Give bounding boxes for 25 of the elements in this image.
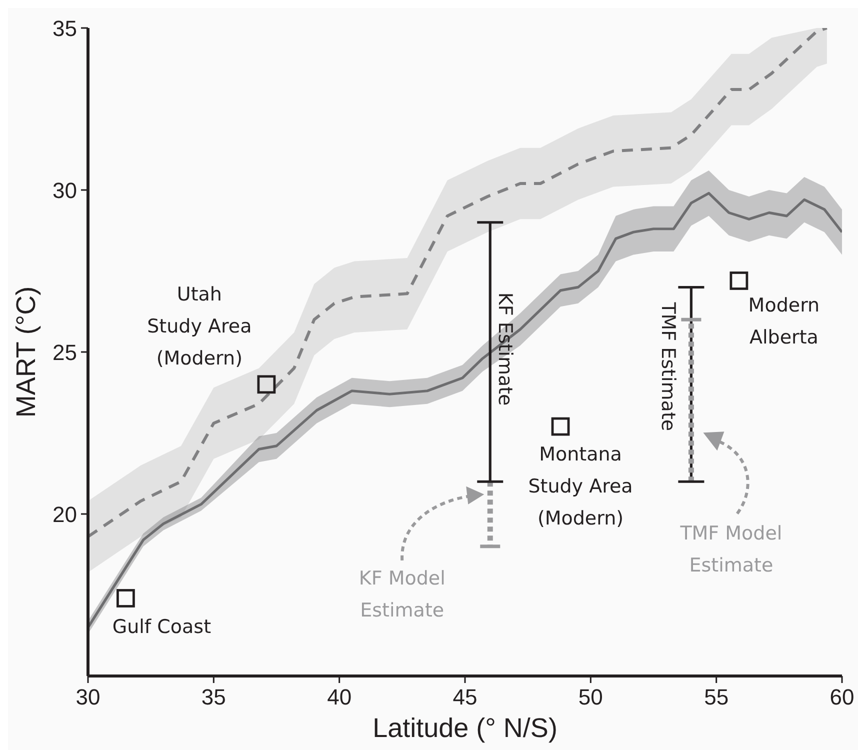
x-tick-label: 35	[201, 684, 226, 710]
x-tick-label: 40	[327, 684, 352, 710]
text: TMF Estimate	[657, 301, 680, 432]
y-tick-label: 20	[52, 502, 77, 527]
x-axis-title: Latitude (° N/S)	[372, 713, 558, 743]
point	[551, 417, 570, 436]
y-tick-label: 35	[52, 16, 77, 41]
legend-label: Montana Study Area (Modern)	[528, 444, 633, 530]
y-axis-title: MART (°C)	[11, 286, 41, 418]
x-tick-label: 45	[452, 684, 478, 710]
point	[116, 589, 135, 608]
text: KF Model Estimate	[358, 567, 446, 622]
x-tick-label: 50	[578, 684, 603, 710]
point	[257, 375, 276, 394]
x-tick-label: 60	[830, 684, 854, 710]
series-label: Modern Alberta	[748, 294, 820, 349]
y-tick-label: 30	[52, 178, 77, 203]
x-tick-label: 30	[76, 684, 100, 710]
text: TMF Model Estimate	[679, 522, 782, 577]
y-tick-label: 25	[52, 340, 77, 365]
point	[730, 272, 748, 290]
series-label: Utah Study Area (Modern)	[147, 283, 252, 370]
x-tick-label: 55	[704, 684, 729, 710]
series-label: Gulf Coast	[112, 616, 212, 638]
text: KF Estimate	[494, 292, 516, 406]
